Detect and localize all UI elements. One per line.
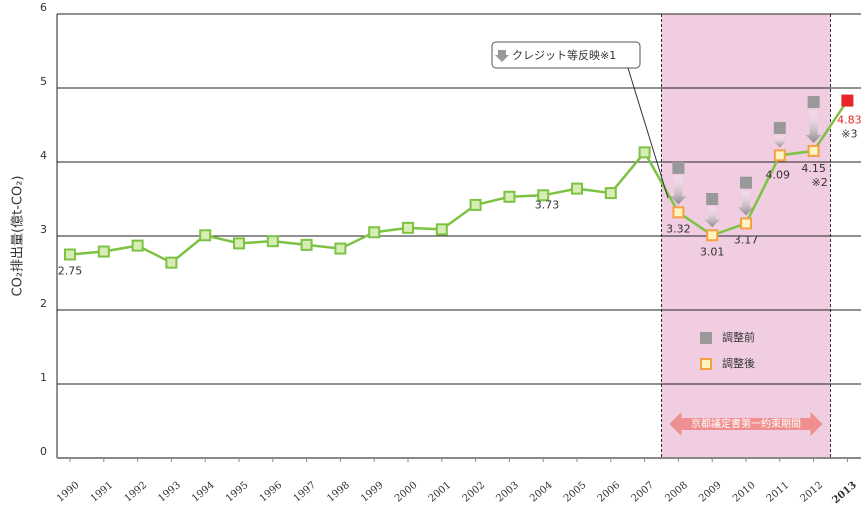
legend-swatch (700, 332, 712, 344)
data-label: 4.15 (801, 162, 826, 175)
marker (334, 242, 347, 255)
marker (706, 229, 719, 242)
marker (672, 161, 685, 174)
data-label: 4.83 (837, 114, 861, 127)
marker (537, 189, 550, 202)
marker (571, 182, 583, 195)
x-tick-label: 1993 (156, 480, 183, 505)
data-label: 4.09 (766, 168, 791, 181)
marker (740, 176, 752, 189)
x-tick-label: 1991 (89, 480, 116, 505)
adjust-arrow (704, 207, 721, 228)
y-tick-label: 2 (40, 297, 47, 310)
adjust-arrow (771, 135, 788, 148)
marker (638, 146, 651, 159)
x-tick-label: 2010 (731, 480, 758, 505)
marker (233, 237, 245, 250)
marker (368, 226, 381, 239)
marker (97, 245, 110, 258)
marker (773, 121, 786, 134)
marker (199, 229, 212, 242)
legend-label: 調整前 (722, 330, 755, 344)
y-tick-label: 3 (40, 223, 47, 236)
marker (402, 221, 414, 234)
x-tick-label: 2013 (831, 480, 859, 506)
marker (131, 239, 144, 252)
x-tick-label: 1994 (190, 480, 217, 505)
marker (266, 235, 279, 248)
callout-leader (627, 67, 669, 199)
data-label: 3.32 (666, 222, 691, 235)
x-tick-label: 1995 (224, 480, 251, 505)
period-arrow (669, 412, 823, 436)
x-tick-label: 1990 (55, 480, 82, 505)
data-label: 3.17 (734, 233, 759, 246)
y-tick-label: 1 (40, 371, 47, 384)
x-tick-label: 2008 (663, 480, 690, 505)
x-tick-label: 2005 (562, 480, 589, 505)
adjust-arrow (805, 110, 822, 143)
annotation: ※3 (841, 128, 857, 141)
callout-text: クレジット等反映※1 (512, 48, 616, 62)
marker (706, 193, 719, 205)
marker (740, 217, 752, 230)
annotation: ※2 (811, 176, 827, 189)
y-tick-label: 5 (40, 75, 47, 88)
x-tick-label: 2007 (630, 480, 657, 505)
period-label: 京都議定書第一約束期間 (691, 417, 801, 430)
x-tick-label: 2009 (697, 480, 724, 505)
callout-box (491, 41, 641, 69)
data-label: 2.75 (58, 265, 83, 278)
marker (672, 206, 685, 219)
x-tick-label: 1999 (359, 480, 386, 505)
x-tick-label: 1996 (258, 480, 285, 505)
x-tick-label: 2000 (393, 480, 420, 505)
x-tick-label: 2006 (596, 480, 623, 505)
adjust-arrow (670, 175, 687, 205)
y-tick-label: 0 (40, 445, 47, 458)
marker (773, 149, 786, 162)
marker (604, 187, 617, 200)
marker (469, 198, 482, 211)
x-tick-label: 2011 (765, 480, 792, 505)
x-tick-label: 2002 (461, 480, 488, 505)
marker (807, 144, 820, 157)
adjust-arrow (738, 190, 754, 216)
y-tick-label: 6 (40, 1, 47, 14)
data-label: 3.01 (700, 245, 725, 258)
x-tick-label: 2004 (528, 480, 555, 505)
marker (435, 223, 448, 236)
x-tick-label: 1992 (123, 480, 150, 505)
x-tick-label: 1997 (292, 480, 319, 505)
marker (165, 256, 178, 269)
x-tick-label: 2003 (494, 480, 521, 505)
marker (300, 238, 313, 251)
marker (503, 190, 516, 203)
annotation: 3.73 (535, 199, 560, 212)
x-tick-label: 2001 (427, 480, 454, 505)
legend-label: 調整後 (722, 356, 755, 370)
marker (841, 94, 854, 107)
y-tick-label: 4 (40, 149, 47, 162)
legend-swatch (700, 358, 712, 370)
callout-icon (495, 50, 509, 62)
marker (807, 96, 820, 109)
y-axis-label: CO₂排出量(億t-CO₂) (10, 176, 26, 297)
marker (64, 248, 76, 261)
x-tick-label: 1998 (325, 480, 352, 505)
x-tick-label: 2012 (799, 480, 826, 505)
